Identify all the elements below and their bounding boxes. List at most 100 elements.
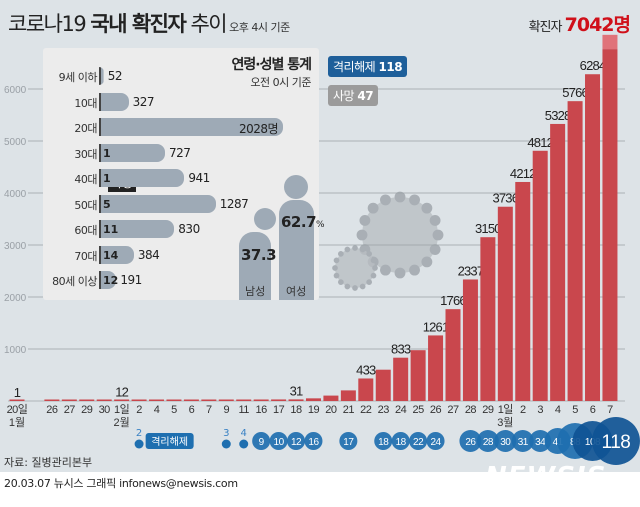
virus-spike xyxy=(338,279,344,285)
age-deaths: 12 xyxy=(103,274,119,287)
male-pct: 37.3 xyxy=(241,246,277,264)
x-tick-label: 26 xyxy=(430,404,442,416)
released-bubble xyxy=(459,430,482,452)
bar xyxy=(218,399,234,401)
bar xyxy=(183,399,199,401)
released-bubble xyxy=(529,430,552,452)
y-tick-label: 1000 xyxy=(4,345,27,356)
data-label: 5328 xyxy=(545,108,571,123)
virus-spike xyxy=(409,264,420,276)
y-tick-label: 2000 xyxy=(4,293,27,304)
bar xyxy=(149,399,165,401)
data-label: 31 xyxy=(290,383,303,398)
released-bubble xyxy=(476,430,499,452)
age-cases: 191 xyxy=(120,273,142,287)
age-label: 10대 xyxy=(74,96,97,110)
age-row: 40대 1 941 xyxy=(43,169,319,187)
age-cases: 52 xyxy=(107,69,123,83)
released-bubble xyxy=(511,430,534,452)
bar xyxy=(166,399,182,401)
released-bubble xyxy=(269,432,288,450)
male-label: 남성 xyxy=(245,285,266,298)
bar xyxy=(515,181,531,401)
data-label: 1 xyxy=(14,385,21,400)
male-figure-body xyxy=(239,232,271,300)
bar xyxy=(480,237,496,401)
age-row: 60대 11 830 xyxy=(43,220,319,238)
bar xyxy=(305,398,321,401)
age-label: 60대 xyxy=(74,224,97,237)
released-bubble xyxy=(134,439,144,449)
bar xyxy=(271,399,287,401)
age-deaths: 5 xyxy=(103,197,111,211)
x-tick-label: 25 xyxy=(412,404,424,416)
age-cases: 830 xyxy=(178,222,200,236)
total-cases: 확진자 7042명 xyxy=(528,14,631,36)
released-bubble xyxy=(239,439,249,449)
data-label: 1766 xyxy=(440,293,466,308)
age-label: 20대 xyxy=(74,122,97,135)
bar xyxy=(550,123,566,401)
x-tick-label: 7 xyxy=(607,404,613,416)
x-tick-label: 16 xyxy=(256,404,268,416)
x-tick-label: 2 xyxy=(136,404,142,416)
virus-spike xyxy=(356,229,368,241)
age-cases: 2028명 xyxy=(239,122,279,136)
bar xyxy=(9,399,25,401)
released-count: 18 xyxy=(396,437,407,448)
age-label: 9세 이하 xyxy=(58,71,98,84)
title-basis: 오후 4시 기준 xyxy=(229,21,290,34)
virus-spike xyxy=(380,264,391,276)
x-tick-label: 29 xyxy=(81,404,93,416)
age-deaths: 1 xyxy=(103,172,111,185)
released-count: 18 xyxy=(378,437,389,448)
bar xyxy=(253,399,269,401)
age-bar xyxy=(99,118,283,136)
bar xyxy=(236,399,252,401)
x-tick-label: 6 xyxy=(189,404,195,416)
female-label: 여성 xyxy=(286,285,307,298)
panel-title: 연령·성별 통계 xyxy=(231,57,312,73)
age-label: 40대 xyxy=(74,173,97,186)
released-count: 31 xyxy=(518,437,529,448)
bar xyxy=(288,399,304,401)
bar xyxy=(497,206,513,401)
month-label: 1월 xyxy=(9,416,25,429)
bar xyxy=(96,399,112,401)
released-bubble xyxy=(409,432,428,450)
x-tick-label: 3 xyxy=(537,404,543,416)
released-count: 118 xyxy=(602,432,631,453)
bar xyxy=(358,378,374,401)
age-gender-panel: 연령·성별 통계 오전 0시 기준 사망 37.3 남성 62.7% 여성 9세… xyxy=(43,48,325,300)
virus-spike xyxy=(338,251,344,257)
released-bubble xyxy=(252,432,271,450)
x-tick-label: 1일 xyxy=(498,402,514,416)
virus-spike xyxy=(359,246,366,253)
source: 자료: 질병관리본부 xyxy=(4,456,93,469)
virus-spike xyxy=(352,245,358,251)
released-bubble xyxy=(591,417,640,465)
released-bubble xyxy=(374,432,393,450)
released-count: 22 xyxy=(413,437,424,448)
released-count: 30 xyxy=(500,437,511,448)
age-bar xyxy=(99,92,129,111)
virus-spike xyxy=(366,279,372,285)
data-label: 12 xyxy=(115,384,128,399)
x-tick-label: 7 xyxy=(206,404,212,416)
released-badge: 격리해제 118 xyxy=(328,56,408,77)
deaths-badge: 사망 47 xyxy=(328,85,379,106)
x-tick-label: 9 xyxy=(223,404,229,416)
page-title: 코로나19 국내 확진자 추이 오후 4시 기준 xyxy=(8,12,290,36)
age-bar xyxy=(99,220,175,238)
panel-basis: 오전 0시 기준 xyxy=(250,76,311,89)
x-tick-label: 5 xyxy=(572,404,578,416)
virus-spike xyxy=(432,229,444,241)
y-tick-label: 3000 xyxy=(4,241,27,252)
age-deaths: 11 xyxy=(103,223,119,236)
virus-spike xyxy=(394,191,406,203)
bar xyxy=(340,390,356,401)
x-tick-label: 29 xyxy=(482,404,494,416)
x-tick-label: 18 xyxy=(290,404,302,416)
age-cases: 327 xyxy=(132,94,155,109)
x-tick-label: 23 xyxy=(378,404,390,416)
